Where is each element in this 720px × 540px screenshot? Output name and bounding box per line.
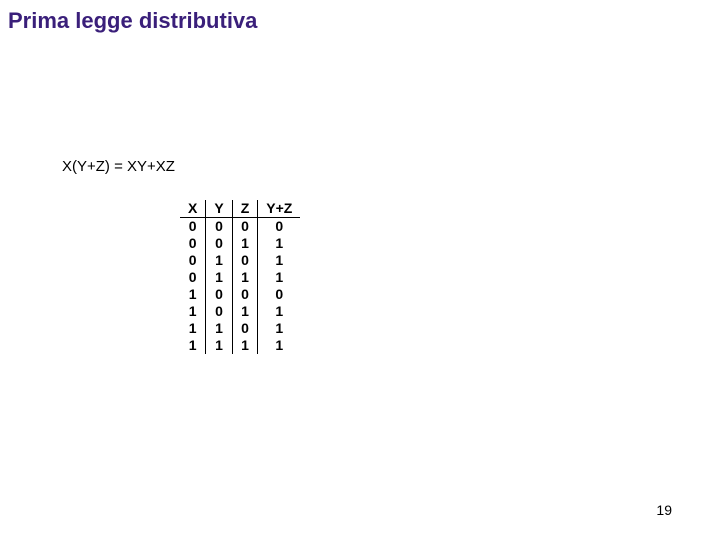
table-cell: 0 (180, 235, 206, 252)
table-cell: 1 (206, 337, 232, 354)
table-cell: 1 (258, 303, 301, 320)
table-cell: 1 (180, 286, 206, 303)
table-cell: 1 (232, 303, 258, 320)
table-cell: 0 (258, 286, 301, 303)
table-cell: 0 (206, 235, 232, 252)
table-row: 1 0 0 0 (180, 286, 300, 303)
table-cell: 0 (206, 218, 232, 236)
col-header: Z (232, 200, 258, 218)
col-header: Y (206, 200, 232, 218)
table-cell: 1 (206, 269, 232, 286)
table-cell: 0 (232, 286, 258, 303)
table-header-row: X Y Z Y+Z (180, 200, 300, 218)
table-row: 0 0 1 1 (180, 235, 300, 252)
table-cell: 1 (258, 235, 301, 252)
equation-text: X(Y+Z) = XY+XZ (62, 158, 175, 175)
table-row: 0 1 0 1 (180, 252, 300, 269)
table-cell: 1 (232, 235, 258, 252)
table-cell: 1 (232, 337, 258, 354)
table-row: 1 1 1 1 (180, 337, 300, 354)
col-header: X (180, 200, 206, 218)
col-header: Y+Z (258, 200, 301, 218)
table-cell: 0 (206, 303, 232, 320)
table-cell: 1 (258, 252, 301, 269)
table-cell: 0 (180, 218, 206, 236)
table-cell: 0 (232, 252, 258, 269)
table-row: 1 0 1 1 (180, 303, 300, 320)
table-cell: 1 (258, 320, 301, 337)
page-number: 19 (656, 502, 672, 518)
table-row: 0 1 1 1 (180, 269, 300, 286)
table-cell: 1 (258, 269, 301, 286)
table-cell: 1 (180, 303, 206, 320)
table-cell: 1 (180, 320, 206, 337)
table-cell: 0 (206, 286, 232, 303)
table-cell: 1 (206, 320, 232, 337)
slide-title: Prima legge distributiva (8, 8, 257, 34)
table-cell: 1 (180, 337, 206, 354)
table-cell: 1 (258, 337, 301, 354)
table-cell: 0 (180, 269, 206, 286)
table-cell: 1 (206, 252, 232, 269)
table-cell: 0 (232, 218, 258, 236)
table-cell: 0 (232, 320, 258, 337)
truth-table: X Y Z Y+Z 0 0 0 0 0 0 1 1 0 1 0 1 0 1 1 (180, 200, 300, 354)
table-row: 1 1 0 1 (180, 320, 300, 337)
table-cell: 1 (232, 269, 258, 286)
table-cell: 0 (258, 218, 301, 236)
table-row: 0 0 0 0 (180, 218, 300, 236)
table-cell: 0 (180, 252, 206, 269)
